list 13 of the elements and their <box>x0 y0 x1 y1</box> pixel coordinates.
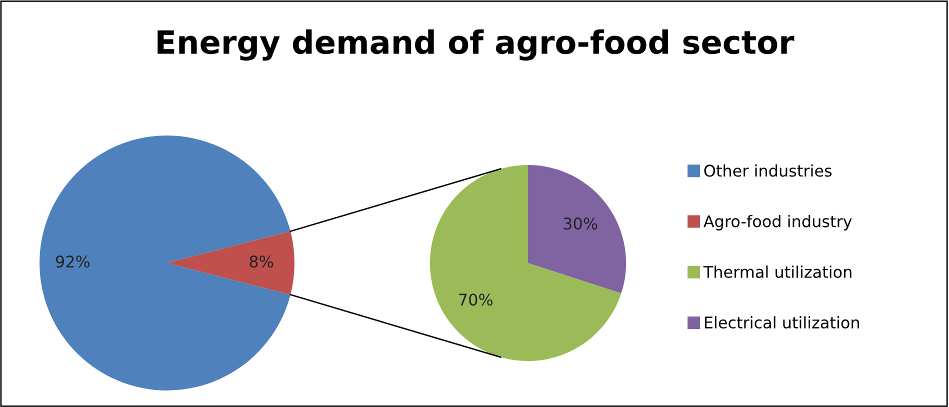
pie-slice <box>167 231 294 295</box>
pie-slice <box>430 164 622 362</box>
pie-slice <box>40 136 290 390</box>
legend-label: Other industries <box>704 164 832 177</box>
legend-label: Agro-food industry <box>704 214 852 230</box>
data-label: 30% <box>564 218 598 230</box>
data-label: 92% <box>56 256 90 268</box>
legend-label: Thermal utilization <box>703 266 852 278</box>
data-label: 8% <box>250 256 274 268</box>
data-label: 70% <box>459 294 493 306</box>
chart-title: Energy demand of agro-food sector <box>158 29 794 61</box>
legend-label: Electrical utilization <box>704 316 859 329</box>
pie-slice <box>528 164 626 294</box>
